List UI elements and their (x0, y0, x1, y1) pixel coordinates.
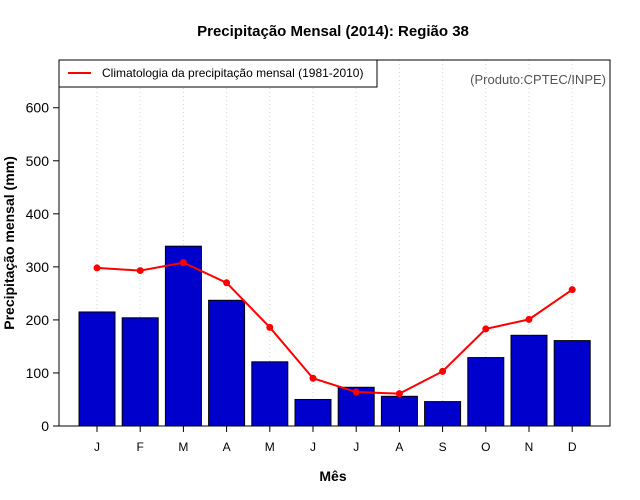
y-tick-label: 0 (41, 418, 49, 434)
x-tick-label: O (481, 440, 490, 454)
legend-box (58, 59, 378, 88)
climatology-series (93, 259, 576, 398)
precipitation-bar (553, 340, 591, 427)
x-tick-label: F (137, 440, 144, 454)
climatology-point (309, 374, 317, 382)
precipitation-bar (121, 317, 159, 427)
x-axis-title: Mês (319, 468, 346, 484)
legend-label: Climatologia da precipitação mensal (198… (102, 66, 363, 80)
x-tick-label: J (94, 440, 100, 454)
y-tick-label: 400 (26, 206, 50, 222)
chart-title: Precipitação Mensal (2014): Região 38 (197, 23, 469, 40)
precipitation-bar (251, 361, 289, 427)
x-tick-label: A (395, 440, 403, 454)
x-tick-label: N (525, 440, 534, 454)
precipitation-bar (424, 401, 462, 427)
climatology-line (96, 261, 573, 395)
x-tick-label: A (223, 440, 231, 454)
legend: Climatologia da precipitação mensal (198… (58, 59, 378, 88)
climatology-point (136, 267, 144, 275)
y-axis: 0 100 200 300 400 500 600 (26, 100, 59, 434)
climatology-point (93, 264, 101, 272)
precipitation-bar (510, 334, 548, 427)
y-tick-label: 600 (26, 100, 50, 116)
climatology-point (525, 315, 533, 323)
precipitation-bar (164, 245, 202, 427)
precipitation-bar (78, 311, 116, 427)
climatology-point (266, 323, 274, 331)
precipitation-bar (380, 395, 418, 427)
x-tick-label: J (310, 440, 316, 454)
x-tick-label: D (568, 440, 577, 454)
x-tick-label: S (439, 440, 447, 454)
source-credit: (Produto:CPTEC/INPE) (470, 72, 606, 87)
y-tick-label: 200 (26, 312, 50, 328)
bar-series (78, 245, 591, 427)
climatology-point (352, 388, 360, 396)
precipitation-bar (294, 398, 332, 427)
x-tick-label: M (178, 440, 188, 454)
x-tick-label: J (353, 440, 359, 454)
x-tick-label: M (265, 440, 275, 454)
y-tick-label: 500 (26, 153, 50, 169)
y-axis-title: Precipitação mensal (mm) (1, 156, 17, 330)
climatology-point (568, 286, 576, 294)
y-tick-label: 300 (26, 259, 50, 275)
precipitation-bar (467, 357, 505, 427)
climatology-point (439, 367, 447, 375)
precipitation-bar (208, 299, 246, 427)
climatology-point (482, 325, 490, 333)
climatology-point (223, 279, 231, 287)
y-tick-label: 100 (26, 365, 50, 381)
climatology-point (179, 259, 187, 267)
climatology-point (395, 390, 403, 398)
